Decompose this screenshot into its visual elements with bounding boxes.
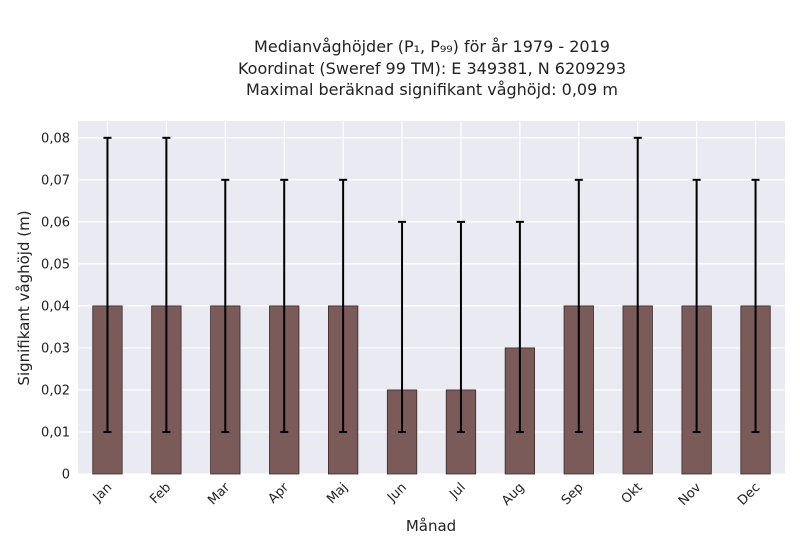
title-line-1: Medianvåghöjder (P₁, P₉₉) för år 1979 - … [254,37,610,56]
y-tick-label: 0,02 [41,383,70,398]
x-tick-labels: Jan Feb Mar Apr Maj Jun Jul Aug Sep Okt Nov Dec [90,480,764,509]
x-tick-label: Jun [384,480,410,506]
x-tick-label: Mar [205,480,233,508]
y-tick-label: 0,05 [41,257,70,272]
y-tick-label: 0,03 [41,341,70,356]
error-bar-mar [221,178,230,433]
y-tick-label: 0 [62,468,70,483]
y-tick-label: 0,07 [41,173,70,188]
error-bar-nov [692,178,701,433]
error-bar-aug [515,220,524,433]
x-tick-label: Maj [324,480,351,507]
error-bar-apr [280,178,289,433]
error-bar-okt [633,136,642,433]
x-tick-label: Sep [559,480,587,508]
title-line-3: Maximal beräknad signifikant våghöjd: 0,… [246,80,618,99]
chart-title: Medianvåghöjder (P₁, P₉₉) för år 1979 - … [238,37,626,99]
x-tick-label: Feb [147,480,174,507]
y-tick-label: 0,08 [41,131,70,146]
error-bar-sep [574,178,583,433]
y-tick-label: 0,04 [41,299,70,314]
x-tick-label: Okt [619,480,646,507]
error-bar-jun [398,220,407,433]
x-tick-label: Dec [735,480,763,508]
x-tick-label: Jan [90,480,115,505]
error-bar-jul [456,220,465,433]
x-tick-label: Jul [446,480,468,502]
y-tick-label: 0,01 [41,425,70,440]
y-tick-label: 0,06 [41,215,70,230]
error-bar-jan [103,136,112,433]
x-tick-label: Aug [499,480,528,509]
title-line-2: Koordinat (Sweref 99 TM): E 349381, N 62… [238,59,626,78]
error-bar-dec [751,178,760,433]
error-bars [103,136,760,433]
y-axis-label: Signifikant våghöjd (m) [15,210,33,385]
x-tick-label: Nov [676,480,705,509]
x-axis-label: Månad [406,517,456,535]
error-bar-feb [162,136,171,433]
x-tick-label: Apr [266,480,293,507]
error-bar-maj [339,178,348,433]
plot-area [78,121,785,474]
y-tick-labels: 0 0,01 0,02 0,03 0,04 0,05 0,06 0,07 0,08 [41,131,70,482]
